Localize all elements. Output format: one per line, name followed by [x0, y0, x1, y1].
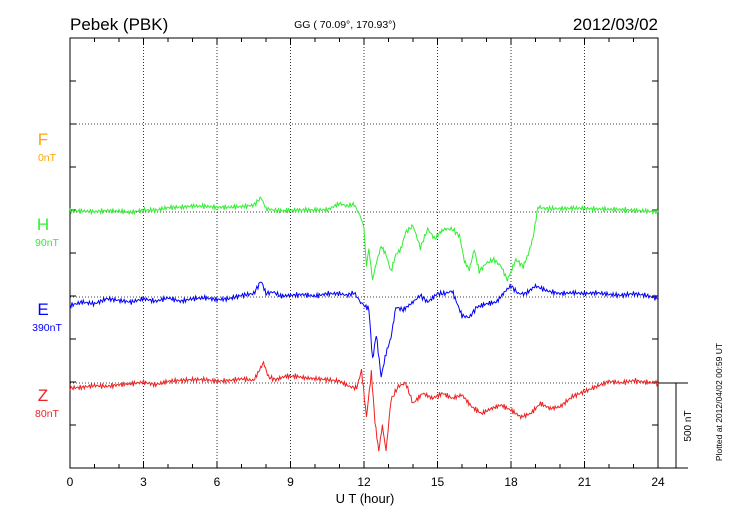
x-tick-label: 21 [578, 475, 592, 489]
chart-title: Pebek (PBK) [70, 15, 168, 34]
x-tick-label: 6 [214, 475, 221, 489]
series-line-e [69, 281, 659, 378]
chart-date: 2012/03/02 [573, 15, 658, 34]
series-line-z [69, 360, 659, 452]
series-offset-e: 390nT [32, 322, 62, 334]
series-label-z: Z [38, 386, 48, 405]
x-tick-label: 0 [67, 475, 74, 489]
x-tick-label: 12 [357, 475, 371, 489]
x-tick-label: 18 [504, 475, 518, 489]
x-axis-label: U T (hour) [336, 491, 395, 506]
series-offset-f: 0nT [38, 152, 57, 164]
plot-frame [69, 37, 659, 469]
series-offset-z: 80nT [35, 408, 60, 420]
series-offset-h: 90nT [35, 237, 60, 249]
series-line-h [69, 195, 659, 282]
series-label-f: F [38, 130, 48, 149]
x-tick-label: 9 [287, 475, 294, 489]
series-label-e: E [37, 300, 48, 319]
plotted-note: Plotted at 2012/04/02 00:59 UT [714, 343, 724, 461]
series-label-h: H [37, 215, 49, 234]
x-tick-label: 24 [651, 475, 665, 489]
x-tick-label: 15 [431, 475, 445, 489]
chart-subtitle: GG ( 70.09°, 170.93°) [294, 19, 396, 31]
x-tick-label: 3 [140, 475, 147, 489]
scale-bar-label: 500 nT [683, 410, 694, 441]
